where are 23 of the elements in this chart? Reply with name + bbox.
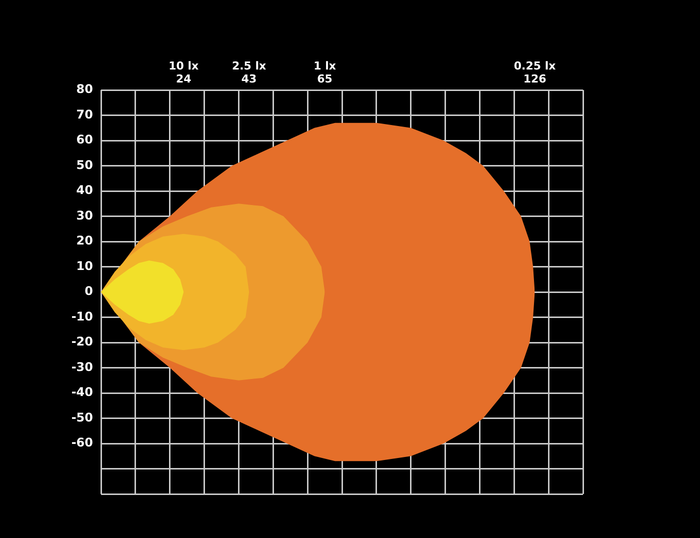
y-tick-label: -30 <box>71 360 93 374</box>
y-tick-label: 30 <box>76 208 93 222</box>
y-tick-label: 0 <box>84 284 93 298</box>
x-tick-label: 24 <box>176 72 192 86</box>
y-tick-label: 20 <box>76 234 93 248</box>
y-tick-label: -40 <box>71 385 93 400</box>
y-tick-label: 40 <box>76 183 93 198</box>
y-tick-label: -50 <box>71 410 93 424</box>
x-tick-label: 126 <box>523 72 547 86</box>
y-tick-label: -10 <box>71 309 93 324</box>
y-tick-label: 50 <box>76 158 93 172</box>
text: 0.25 lx <box>514 59 556 72</box>
y-tick-label: -20 <box>71 334 93 349</box>
y-tick-label: 80 <box>76 82 93 96</box>
y-tick-label: 70 <box>76 107 93 122</box>
x-tick-label: 43 <box>241 72 257 86</box>
y-tick-label: 10 <box>76 258 93 273</box>
y-tick-label: 60 <box>76 132 93 147</box>
y-tick-label: -60 <box>71 436 93 450</box>
text: 1 lx <box>314 59 336 72</box>
text: 10 lx <box>168 59 199 72</box>
x-tick-label: 65 <box>317 72 332 86</box>
text: 2.5 lx <box>232 59 266 72</box>
